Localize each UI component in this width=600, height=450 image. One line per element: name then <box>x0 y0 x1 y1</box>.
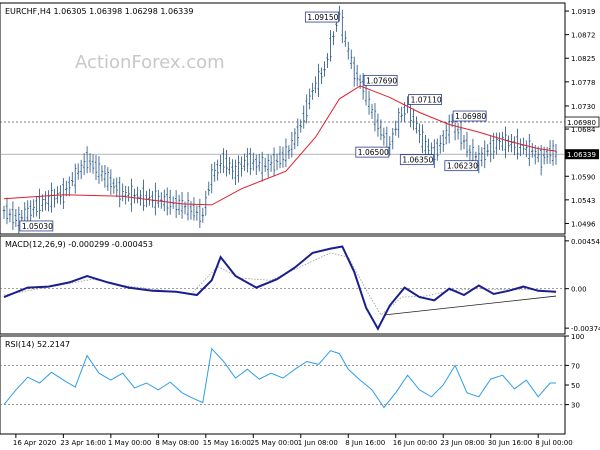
rsi-axis: 100 70 50 30 <box>0 333 584 410</box>
price-annotation-label: 1.06500 <box>358 148 389 157</box>
macd-axis-label: 0.00454 <box>571 238 600 246</box>
level-marker-label: 1.06980 <box>567 119 596 127</box>
sma-line <box>3 85 557 206</box>
price-annotation-label: 1.05030 <box>22 222 53 231</box>
time-axis-label: 23 Apr 16:00 <box>60 439 106 447</box>
price-annotation-label: 1.06350 <box>402 156 433 165</box>
current-price-marker-label: 1.06339 <box>567 151 596 159</box>
price-annotation-box <box>363 74 398 86</box>
macd-header: MACD(12,26,9) -0.000299 -0.000453 <box>5 240 153 249</box>
level-marker-box <box>564 116 600 128</box>
price-axis-label: 1.0543 <box>571 197 596 205</box>
macd-line <box>3 245 557 331</box>
macd-pane-frame <box>0 235 566 335</box>
price-axis-label: 1.0730 <box>571 103 596 111</box>
price-axis-label: 1.0919 <box>571 8 596 16</box>
macd-axis: 0.00454 0.00 -0.003745 <box>0 238 600 333</box>
rsi-line <box>3 347 556 409</box>
rsi-axis-label: 30 <box>571 402 580 410</box>
price-annotation-box <box>304 11 339 23</box>
time-axis-label: 16 Jun 00:00 <box>393 439 437 447</box>
watermark: ActionForex.com <box>75 52 225 73</box>
macd-trendline <box>383 295 557 316</box>
price-axis-label: 1.0590 <box>571 173 596 181</box>
rsi-axis-label: 70 <box>571 362 580 370</box>
price-annotation-label: 1.06980 <box>455 112 486 121</box>
annotations: 1.09150 1.07690 1.06500 1.07110 1.06980 1.063… <box>19 11 487 232</box>
price-annotation-label: 1.06230 <box>447 162 478 171</box>
price-annotation-label: 1.07690 <box>366 76 397 85</box>
price-axis-label: 1.0778 <box>571 79 596 87</box>
price-annotation-box <box>452 110 487 122</box>
time-axis: 16 Apr 2020 23 Apr 16:00 1 May 00:00 8 May … <box>13 434 573 447</box>
price-axis-label: 1.0872 <box>571 32 596 40</box>
time-axis-label: 1 Jun 08:00 <box>298 439 338 447</box>
macd-pane: MACD(12,26,9) -0.000299 -0.000453 0.0045… <box>0 235 600 335</box>
price-annotation-box <box>399 154 434 166</box>
macd-axis-label: -0.003745 <box>571 325 600 333</box>
price-series <box>2 5 558 234</box>
price-annotation-box <box>19 220 54 232</box>
rsi-pane: RSI(14) 52.2147 100 70 50 30 <box>0 333 584 435</box>
price-axis-label: 1.0684 <box>571 126 596 134</box>
time-axis-label: 8 May 08:00 <box>155 439 199 447</box>
time-axis-label: 8 Jun 16:00 <box>345 439 385 447</box>
rsi-header: RSI(14) 52.2147 <box>5 340 70 349</box>
rsi-pane-frame <box>0 335 566 435</box>
price-axis-markers: 1.06980 1.06339 <box>564 116 600 160</box>
rsi-axis-label: 100 <box>571 333 584 341</box>
time-axis-label: 16 Apr 2020 <box>13 439 56 447</box>
time-axis-label: 8 Jul 00:00 <box>535 439 573 447</box>
price-axis-label: 1.0496 <box>571 220 596 228</box>
price-header: EURCHF,H4 1.06305 1.06398 1.06298 1.0633… <box>5 7 193 16</box>
macd-axis-label: 0.00 <box>571 286 587 294</box>
price-annotation-label: 1.09150 <box>307 13 338 22</box>
price-pane: EURCHF,H4 1.06305 1.06398 1.06298 1.0633… <box>0 2 600 235</box>
current-price-marker-box <box>565 149 599 160</box>
price-axis-label: 1.0825 <box>571 55 596 63</box>
time-axis-label: 25 May 00:00 <box>250 439 298 447</box>
rsi-axis-label: 50 <box>571 382 580 390</box>
time-axis-label: 23 Jun 08:00 <box>440 439 484 447</box>
price-annotation-box <box>355 146 390 158</box>
time-axis-label: 15 May 16:00 <box>203 439 251 447</box>
time-axis-label: 1 May 00:00 <box>108 439 152 447</box>
price-annotation-label: 1.07110 <box>411 95 442 104</box>
price-annotation-box <box>444 160 479 172</box>
time-axis-label: 30 Jun 16:00 <box>488 439 532 447</box>
price-annotation-box <box>408 94 443 105</box>
